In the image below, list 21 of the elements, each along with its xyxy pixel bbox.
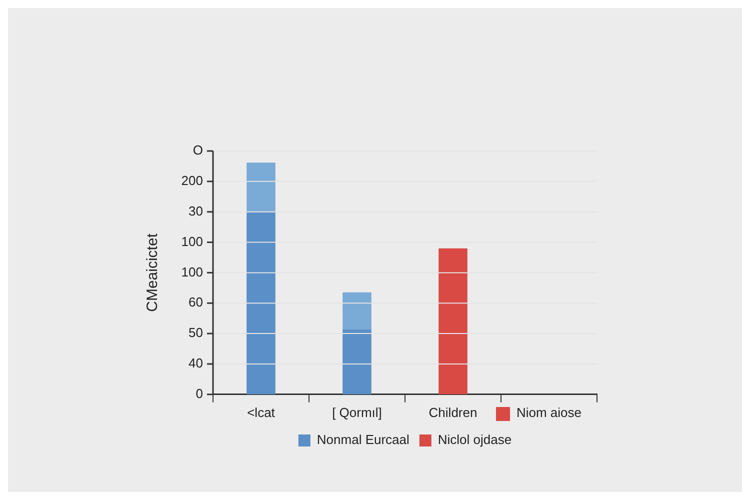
text: O: [192, 142, 203, 158]
legend-label: Nonmal Eurcaal: [316, 432, 410, 448]
text: 60: [188, 294, 203, 310]
x-tick-label: [ Qormıl]: [332, 404, 382, 420]
bar: [246, 162, 276, 212]
text: 40: [188, 356, 203, 371]
legend-label: Niclol ojdase: [438, 432, 512, 448]
text: 100: [181, 264, 203, 280]
text: 0: [196, 386, 203, 401]
bar: [342, 329, 372, 394]
text: 100: [181, 234, 203, 249]
y-axis-title: CMeaicictet: [144, 232, 162, 312]
bar: [342, 292, 372, 330]
x-tick-label: <lcat: [247, 404, 276, 420]
text: 50: [188, 325, 203, 340]
x-tick-label: Children: [428, 404, 478, 420]
text: 200: [181, 173, 203, 188]
bar: [246, 211, 276, 394]
x-tick-label: Niom aiose: [516, 404, 582, 420]
text: 30: [188, 203, 203, 218]
bar: [438, 248, 468, 394]
